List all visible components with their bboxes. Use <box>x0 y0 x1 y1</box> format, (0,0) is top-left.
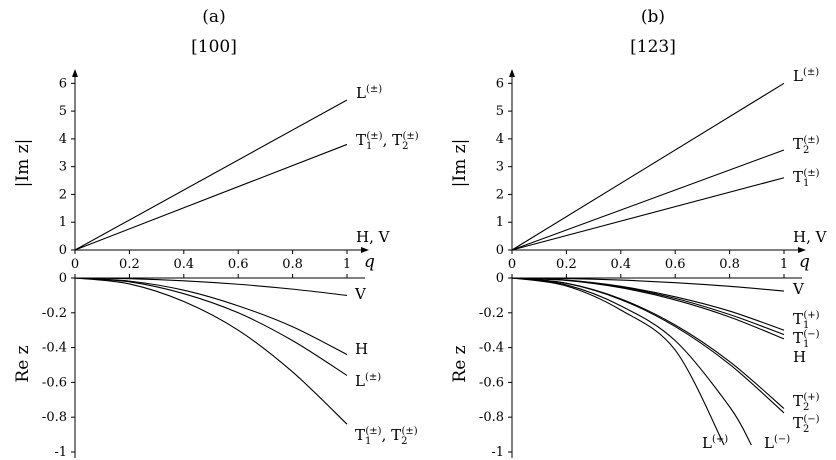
top-series-label: L(±) <box>793 67 819 85</box>
top-y-tick-label: 1 <box>59 215 67 230</box>
top-y-tick-label: 4 <box>59 132 67 147</box>
x-tick-label: 0.4 <box>173 257 194 272</box>
top-y-tick-label: 2 <box>59 187 67 202</box>
bottom-series-line <box>74 277 348 296</box>
top-series-label: T2(±) <box>793 135 820 156</box>
bottom-series-line <box>74 277 348 356</box>
top-y-tick-label: 2 <box>496 187 504 202</box>
x-tick-label: 0 <box>508 257 516 272</box>
top-series-label: T1(±), T2(±) <box>356 131 419 152</box>
bottom-series-label: T2(−) <box>793 414 820 435</box>
bottom-series-line <box>511 277 752 446</box>
bottom-series-label: H <box>355 340 368 358</box>
bottom-y-tick-label: -0.6 <box>42 375 67 390</box>
bottom-y-tick-label: -0.4 <box>479 341 504 356</box>
top-y-tick-label: 5 <box>496 104 504 119</box>
top-series-label: H, V <box>793 228 828 246</box>
bottom-series-label: L(+) <box>702 434 728 452</box>
panel-a-label: (a) <box>202 7 225 27</box>
bottom-series-line <box>74 277 348 376</box>
x-tick-label: 0.6 <box>665 257 686 272</box>
bottom-y-tick-label: -1 <box>54 445 67 460</box>
bottom-series-line <box>511 277 725 446</box>
panel-a-title: [100] <box>191 37 237 57</box>
x-tick-label: 1 <box>343 257 351 272</box>
bottom-y-tick-label: 0 <box>59 271 67 286</box>
bottom-y-tick-label: -0.6 <box>479 375 504 390</box>
top-series-line <box>511 177 785 251</box>
panel-a-bottom-plot: 0 -0.2 -0.4 -0.6 -0.8 -1 Re z V H L(±) T1(±), T2(±… <box>13 271 418 460</box>
bottom-series-line <box>511 277 785 414</box>
x-tick-label: 0.2 <box>119 257 140 272</box>
top-y-tick-label: 6 <box>59 76 67 91</box>
bottom-series-label: V <box>354 285 367 303</box>
top-series-label: T1(±) <box>793 168 820 189</box>
bottom-series-line <box>74 277 348 425</box>
top-y-tick-label: 6 <box>496 76 504 91</box>
bottom-series-line <box>511 277 785 340</box>
bottom-series-label: V <box>792 280 805 298</box>
panel-b-title: [123] <box>630 37 676 57</box>
x-tick-label: 0.4 <box>610 257 631 272</box>
x-tick-label: 0.6 <box>228 257 249 272</box>
top-series-label: H, V <box>356 228 391 246</box>
top-y-tick-label: 5 <box>59 104 67 119</box>
top-x-axis-arrow <box>361 247 369 253</box>
top-series-line <box>511 82 785 251</box>
x-axis-label: q <box>799 252 810 272</box>
top-y-tick-label: 0 <box>59 243 67 258</box>
bottom-y-axis-label: Re z <box>13 345 33 382</box>
bottom-series-line <box>511 277 785 292</box>
top-y-axis-arrow <box>72 69 78 77</box>
bottom-series-line <box>511 277 785 409</box>
x-axis-label: q <box>364 252 375 272</box>
x-tick-label: 0.8 <box>282 257 303 272</box>
top-y-tick-label: 1 <box>496 215 504 230</box>
x-tick-label: 0.2 <box>556 257 577 272</box>
bottom-y-tick-label: -1 <box>491 445 504 460</box>
bottom-y-tick-label: -0.8 <box>42 410 67 425</box>
bottom-y-tick-label: -0.2 <box>479 306 504 321</box>
top-y-tick-label: 3 <box>59 160 67 175</box>
bottom-y-tick-label: 0 <box>496 271 504 286</box>
top-y-tick-label: 4 <box>496 132 504 147</box>
top-y-axis-label: |Im z| <box>450 139 470 188</box>
top-y-tick-label: 3 <box>496 160 504 175</box>
bottom-series-label: T1(±), T2(±) <box>355 426 418 447</box>
bottom-y-tick-label: -0.4 <box>42 341 67 356</box>
top-y-axis-arrow <box>509 69 515 77</box>
bottom-series-label: T1(+) <box>793 310 820 331</box>
panel-b-label: (b) <box>641 7 665 27</box>
x-tick-label: 0.8 <box>719 257 740 272</box>
bottom-series-label: H <box>793 348 806 366</box>
bottom-series-label: L(±) <box>355 372 381 390</box>
bottom-y-tick-label: -0.2 <box>42 306 67 321</box>
top-y-axis-label: |Im z| <box>13 139 33 188</box>
x-tick-label: 0 <box>71 257 79 272</box>
bottom-y-tick-label: -0.8 <box>479 410 504 425</box>
top-series-label: L(±) <box>356 84 382 102</box>
top-x-axis-arrow <box>798 247 806 253</box>
top-series-line <box>511 149 785 251</box>
top-y-tick-label: 0 <box>496 243 504 258</box>
bottom-series-label: T1(−) <box>793 329 820 350</box>
bottom-series-label: T2(+) <box>793 392 820 413</box>
panel-b-bottom-plot: 0 -0.2 -0.4 -0.6 -0.8 -1 Re z V T1(+)T1(−)H T2(+)… <box>450 271 820 460</box>
x-tick-label: 1 <box>780 257 788 272</box>
top-series-line <box>74 143 348 251</box>
top-series-line <box>74 99 348 251</box>
bottom-series-label: L(−) <box>764 434 790 452</box>
bottom-y-axis-label: Re z <box>450 345 470 382</box>
